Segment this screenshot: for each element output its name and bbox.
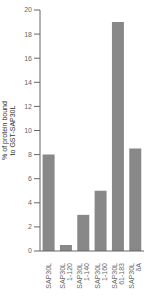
svg-text:SAP30L1-120: SAP30L1-120: [59, 263, 73, 289]
svg-text:SAP30L61-183: SAP30L61-183: [111, 263, 125, 289]
svg-text:14: 14: [24, 79, 32, 86]
svg-text:10: 10: [24, 127, 32, 134]
svg-text:% of protein boundto GST-SAP30: % of protein boundto GST-SAP30L: [8, 101, 16, 160]
svg-text:20: 20: [24, 6, 32, 13]
svg-text:0: 0: [28, 247, 32, 254]
svg-text:SAP30LδA: SAP30LδA: [128, 263, 142, 289]
svg-text:18: 18: [24, 31, 32, 38]
svg-text:SAP30L1-140: SAP30L1-140: [76, 263, 90, 289]
svg-text:2: 2: [28, 223, 32, 230]
svg-text:8: 8: [28, 151, 32, 158]
svg-text:12: 12: [24, 103, 32, 110]
svg-text:SAP30L1-160: SAP30L1-160: [94, 263, 108, 289]
svg-text:SAP30L: SAP30L: [45, 263, 52, 289]
svg-text:6: 6: [28, 175, 32, 182]
svg-text:4: 4: [28, 199, 32, 206]
svg-text:16: 16: [24, 55, 32, 62]
